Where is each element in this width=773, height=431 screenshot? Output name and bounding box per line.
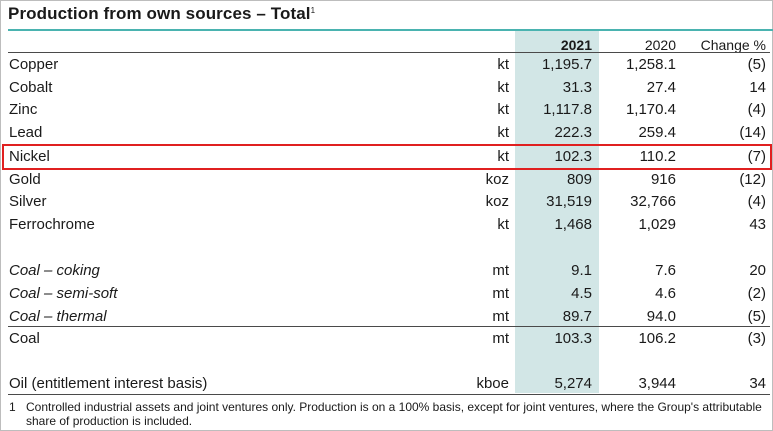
row-change: (7) (747, 148, 766, 165)
row-label: Nickel (9, 148, 50, 165)
table-row: Ferrochrome kt 1,468 1,029 43 (0, 214, 773, 236)
row-value-2020: 7.6 (655, 262, 676, 279)
row-label: Zinc (9, 101, 38, 118)
row-value-2020: 916 (650, 171, 676, 188)
row-change: (4) (747, 101, 766, 118)
row-unit: kt (497, 148, 509, 165)
row-value-2021: 1,195.7 (541, 56, 592, 73)
row-change: (12) (739, 171, 766, 188)
header-change: Change % (700, 37, 766, 53)
row-change: (4) (747, 193, 766, 210)
table-row: Zinc kt 1,117.8 1,170.4 (4) (0, 99, 773, 121)
row-unit: mt (492, 330, 509, 347)
table-row-total: Coal mt 103.3 106.2 (3) (0, 328, 773, 350)
table-row: Cobalt kt 31.3 27.4 14 (0, 77, 773, 99)
row-value-2020: 106.2 (638, 330, 676, 347)
row-change: (3) (747, 330, 766, 347)
row-unit: mt (492, 262, 509, 279)
table-row-highlighted: Nickel kt 102.3 110.2 (7) (0, 146, 773, 168)
row-value-2021: 1,468 (554, 216, 592, 233)
table-title: Production from own sources – Total1 (8, 4, 315, 24)
row-value-2020: 3,944 (638, 375, 676, 392)
table-row: Oil (entitlement interest basis) kboe 5,… (0, 373, 773, 395)
row-label: Coal (9, 330, 40, 347)
row-change: (14) (739, 124, 766, 141)
row-value-2021: 809 (566, 171, 592, 188)
row-value-2021: 222.3 (554, 124, 592, 141)
row-unit: koz (485, 171, 509, 188)
header-row: 2021 2020 Change % (0, 33, 773, 55)
row-unit: kboe (476, 375, 509, 392)
row-unit: kt (497, 101, 509, 118)
row-value-2020: 32,766 (630, 193, 676, 210)
table-row: Coal – coking mt 9.1 7.6 20 (0, 260, 773, 282)
nickel-row-highlight-box (2, 144, 772, 170)
row-value-2021: 89.7 (562, 308, 592, 325)
row-label: Silver (9, 193, 47, 210)
row-value-2020: 110.2 (639, 148, 676, 165)
row-change: 34 (749, 375, 766, 392)
row-value-2020: 27.4 (646, 79, 676, 96)
row-value-2021: 4.5 (571, 285, 592, 302)
row-label: Copper (9, 56, 59, 73)
title-text: Production from own sources – Total (8, 4, 311, 23)
row-unit: mt (492, 308, 509, 325)
row-change: 14 (749, 79, 766, 96)
row-value-2021: 5,274 (554, 375, 592, 392)
row-change: (5) (747, 308, 766, 325)
row-value-2021: 103.3 (554, 330, 592, 347)
row-value-2021: 9.1 (571, 262, 592, 279)
table-row: Lead kt 222.3 259.4 (14) (0, 122, 773, 144)
header-2020: 2020 (644, 37, 676, 53)
table-row: Silver koz 31,519 32,766 (4) (0, 191, 773, 213)
row-value-2021: 31,519 (546, 193, 592, 210)
row-value-2021: 102.3 (554, 148, 592, 165)
row-change: (5) (747, 56, 766, 73)
row-label: Lead (9, 124, 43, 141)
footnote-number: 1 (9, 400, 16, 414)
subtotal-rule (8, 326, 770, 327)
header-rule (8, 52, 770, 53)
row-unit: koz (485, 193, 509, 210)
title-rule (8, 29, 773, 31)
table-row: Gold koz 809 916 (12) (0, 169, 773, 191)
row-label: Oil (entitlement interest basis) (9, 375, 208, 392)
row-label: Gold (9, 171, 41, 188)
row-unit: mt (492, 285, 509, 302)
row-value-2020: 1,258.1 (625, 56, 676, 73)
row-label: Ferrochrome (9, 216, 95, 233)
row-unit: kt (497, 79, 509, 96)
table-row: Coal – semi-soft mt 4.5 4.6 (2) (0, 283, 773, 305)
current-year-column-highlight (515, 31, 599, 393)
table-row: Copper kt 1,195.7 1,258.1 (5) (0, 54, 773, 76)
row-value-2021: 1,117.8 (543, 101, 592, 118)
table-row: Coal – thermal mt 89.7 94.0 (5) (0, 306, 773, 328)
footnote-text: Controlled industrial assets and joint v… (26, 400, 762, 428)
row-value-2020: 94.0 (646, 308, 676, 325)
header-2021: 2021 (560, 37, 592, 53)
row-unit: kt (497, 216, 509, 233)
row-value-2020: 1,029 (638, 216, 676, 233)
row-value-2020: 4.6 (655, 285, 676, 302)
row-value-2020: 259.4 (638, 124, 676, 141)
row-value-2021: 31.3 (562, 79, 592, 96)
row-label: Coal – semi-soft (9, 285, 118, 302)
row-change: 20 (749, 262, 766, 279)
row-unit: kt (497, 124, 509, 141)
title-footnote-marker: 1 (310, 6, 316, 15)
row-label: Cobalt (9, 79, 53, 96)
row-label: Coal – coking (9, 262, 100, 279)
row-value-2020: 1,170.4 (625, 101, 676, 118)
table-bottom-rule (8, 394, 770, 395)
row-change: (2) (747, 285, 766, 302)
row-change: 43 (749, 216, 766, 233)
row-unit: kt (497, 56, 509, 73)
row-label: Coal – thermal (9, 308, 107, 325)
